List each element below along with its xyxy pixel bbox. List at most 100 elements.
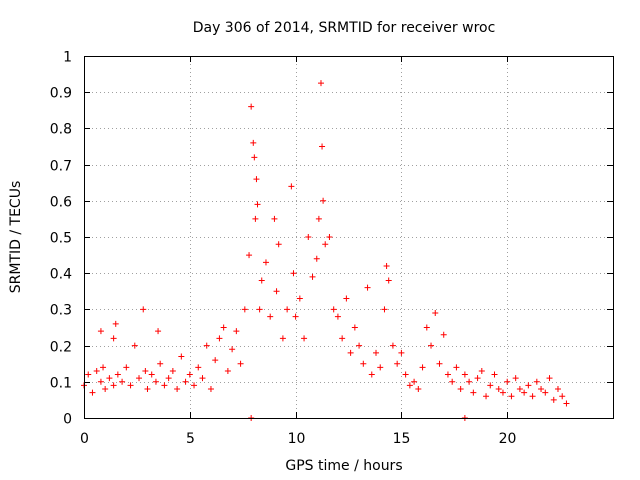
data-point	[389, 342, 396, 349]
y-tick-label: 0.6	[50, 195, 72, 211]
data-point	[478, 367, 485, 374]
data-point	[499, 389, 506, 396]
data-point	[290, 270, 297, 277]
data-point	[246, 252, 253, 259]
x-tick-label: 10	[288, 431, 306, 447]
y-tick-label: 0	[63, 412, 72, 428]
data-point	[470, 389, 477, 396]
data-point	[248, 103, 255, 110]
data-point	[406, 382, 413, 389]
y-tick-label: 0.9	[50, 86, 72, 102]
x-tick-label: 0	[80, 431, 89, 447]
data-point	[100, 364, 107, 371]
data-point	[224, 367, 231, 374]
data-point	[419, 364, 426, 371]
data-point	[315, 215, 322, 222]
data-point	[220, 324, 227, 331]
data-point	[423, 324, 430, 331]
x-tick-label: 15	[393, 431, 411, 447]
data-point	[351, 324, 358, 331]
data-point	[112, 320, 119, 327]
data-point	[360, 360, 367, 367]
data-point	[563, 400, 570, 407]
data-point	[186, 371, 193, 378]
data-point	[271, 215, 278, 222]
data-point	[253, 176, 260, 183]
y-tick-labels: 0 0.1 0.2 0.3 0.4 0.5 0.6 0.7 0.8 0.9 1	[50, 50, 72, 428]
data-point	[381, 306, 388, 313]
data-point	[119, 378, 126, 385]
x-axis-label: GPS time / hours	[285, 458, 402, 474]
data-point	[313, 255, 320, 262]
data-point	[251, 154, 258, 161]
data-point	[296, 295, 303, 302]
data-point	[444, 371, 451, 378]
data-point	[106, 375, 113, 382]
data-point	[288, 183, 295, 190]
grid	[84, 56, 613, 418]
data-point	[142, 367, 149, 374]
data-point	[252, 215, 259, 222]
data-point	[123, 364, 130, 371]
data-point	[148, 371, 155, 378]
data-point	[136, 375, 143, 382]
y-tick-label: 0.1	[50, 376, 72, 392]
data-point	[250, 139, 257, 146]
data-point	[319, 143, 326, 150]
y-axis-label: SRMTID / TECUs	[8, 181, 24, 294]
data-point	[233, 328, 240, 335]
y-tick-label: 1	[63, 50, 72, 66]
data-point	[516, 386, 523, 393]
data-point	[377, 364, 384, 371]
y-tick-label: 0.8	[50, 122, 72, 138]
data-point	[546, 375, 553, 382]
data-point	[284, 306, 291, 313]
data-point	[85, 371, 92, 378]
data-point	[436, 360, 443, 367]
data-point	[127, 382, 134, 389]
chart-title: Day 306 of 2014, SRMTID for receiver wro…	[193, 20, 496, 36]
data-point	[491, 371, 498, 378]
data-point	[364, 284, 371, 291]
data-point	[309, 273, 316, 280]
data-point	[440, 331, 447, 338]
data-point	[229, 346, 236, 353]
data-point	[529, 393, 536, 400]
data-point	[157, 360, 164, 367]
x-tick-label: 20	[499, 431, 517, 447]
data-point	[320, 197, 327, 204]
data-point	[203, 342, 210, 349]
data-point	[292, 313, 299, 320]
data-point	[428, 342, 435, 349]
data-point	[525, 382, 532, 389]
data-point	[533, 378, 540, 385]
data-point	[140, 306, 147, 313]
data-point	[317, 80, 324, 87]
data-point	[347, 349, 354, 356]
y-tick-label: 0.3	[50, 303, 72, 319]
data-point	[97, 328, 104, 335]
data-point	[449, 378, 456, 385]
data-point	[356, 342, 363, 349]
data-point	[538, 386, 545, 393]
data-point	[216, 335, 223, 342]
data-point	[373, 349, 380, 356]
data-point	[411, 378, 418, 385]
data-point	[508, 393, 515, 400]
data-point	[415, 386, 422, 393]
data-point	[457, 386, 464, 393]
y-tick-label: 0.7	[50, 159, 72, 175]
data-point	[330, 306, 337, 313]
data-point	[394, 360, 401, 367]
data-point	[383, 262, 390, 269]
data-point	[155, 328, 162, 335]
data-point	[199, 375, 206, 382]
data-point	[195, 364, 202, 371]
data-point	[483, 393, 490, 400]
data-point	[466, 378, 473, 385]
data-point	[191, 382, 198, 389]
data-point	[237, 360, 244, 367]
data-point	[322, 241, 329, 248]
data-point	[495, 386, 502, 393]
